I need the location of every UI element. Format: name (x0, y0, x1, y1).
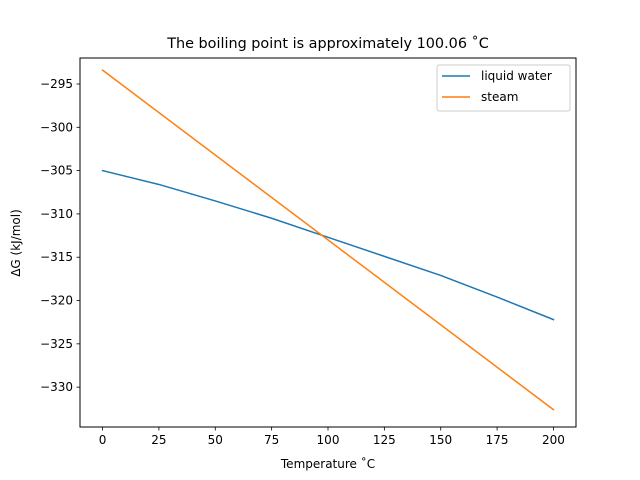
y-tick-label-2: −305 (40, 164, 73, 178)
x-tick-label-5: 125 (373, 433, 396, 447)
y-axis-label: ΔG (kJ/mol) (9, 209, 23, 277)
x-tick-label-7: 175 (486, 433, 509, 447)
y-tick-label-5: −320 (40, 294, 73, 308)
legend-box (436, 64, 571, 112)
legend: liquid water steam (436, 64, 571, 112)
chart-title: The boiling point is approximately 100.0… (166, 35, 489, 52)
x-tick-label-4: 100 (317, 433, 340, 447)
y-tick-label-3: −310 (40, 207, 73, 221)
x-tick-label-2: 50 (208, 433, 223, 447)
x-tick-label-6: 150 (429, 433, 452, 447)
x-tick-label-1: 25 (151, 433, 166, 447)
y-tick-label-7: −330 (40, 380, 73, 394)
x-axis-label: Temperature ˚C (280, 456, 375, 471)
series-layer (101, 69, 555, 411)
y-axis: −295 −300 −305 −310 −315 −320 −325 −330 (40, 77, 80, 394)
y-tick-label-4: −315 (40, 250, 73, 264)
series-line-0 (101, 169, 555, 321)
x-tick-label-0: 0 (99, 433, 107, 447)
y-tick-label-0: −295 (40, 77, 73, 91)
legend-label-1: steam (481, 90, 518, 104)
x-tick-label-3: 75 (264, 433, 279, 447)
series-line-1 (101, 69, 555, 411)
x-tick-label-8: 200 (542, 433, 565, 447)
x-axis: 0 25 50 75 100 125 150 175 200 (99, 427, 565, 447)
y-tick-label-1: −300 (40, 120, 73, 134)
legend-label-0: liquid water (481, 69, 552, 83)
y-tick-label-6: −325 (40, 337, 73, 351)
